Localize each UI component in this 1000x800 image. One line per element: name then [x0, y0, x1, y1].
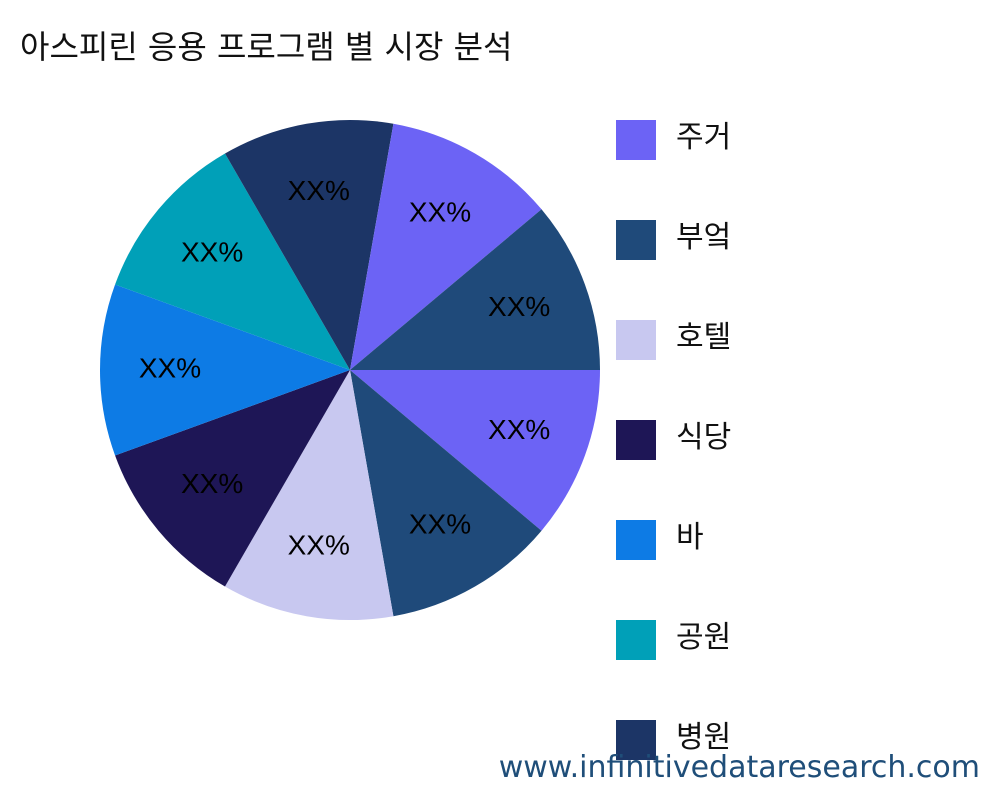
- legend-swatch: [616, 220, 656, 260]
- slice-label-5: XX%: [181, 237, 243, 268]
- legend-swatch: [616, 320, 656, 360]
- pie-slice-5: [115, 153, 350, 370]
- slice-label-6: XX%: [288, 175, 350, 206]
- chart-title: 아스피린 응용 프로그램 별 시장 분석: [20, 28, 513, 66]
- legend-swatch: [616, 720, 656, 760]
- pie-slice-4: [99, 284, 350, 456]
- slice-label-2: XX%: [288, 530, 350, 561]
- legend-label: 호텔: [676, 320, 732, 355]
- pie-slice-8: [350, 209, 600, 370]
- legend-swatch: [616, 520, 656, 560]
- legend-label: 주거: [676, 120, 732, 155]
- pie-slice-6: [225, 120, 394, 371]
- legend-label: 부엌: [676, 220, 732, 255]
- legend-label: 공원: [676, 620, 732, 655]
- legend-swatch: [616, 120, 656, 160]
- legend-swatch: [616, 420, 656, 460]
- legend-swatch: [616, 620, 656, 660]
- pie-slice-1: [350, 370, 542, 617]
- slice-label-4: XX%: [139, 352, 201, 383]
- slice-label-8: XX%: [488, 291, 550, 322]
- pie-slice-2: [225, 370, 394, 621]
- legend-label: 병원: [676, 720, 732, 755]
- pie-slice-3: [115, 370, 350, 587]
- slice-label-7: XX%: [409, 197, 471, 228]
- pie-slice-0: [350, 370, 600, 531]
- slice-label-0: XX%: [488, 414, 550, 445]
- watermark-url: www.infinitivedataresearch.com: [498, 750, 980, 785]
- slice-label-3: XX%: [181, 468, 243, 499]
- legend-label: 바: [676, 520, 704, 555]
- pie-slice-7: [350, 123, 542, 370]
- slice-label-1: XX%: [409, 508, 471, 539]
- legend-label: 식당: [676, 420, 732, 455]
